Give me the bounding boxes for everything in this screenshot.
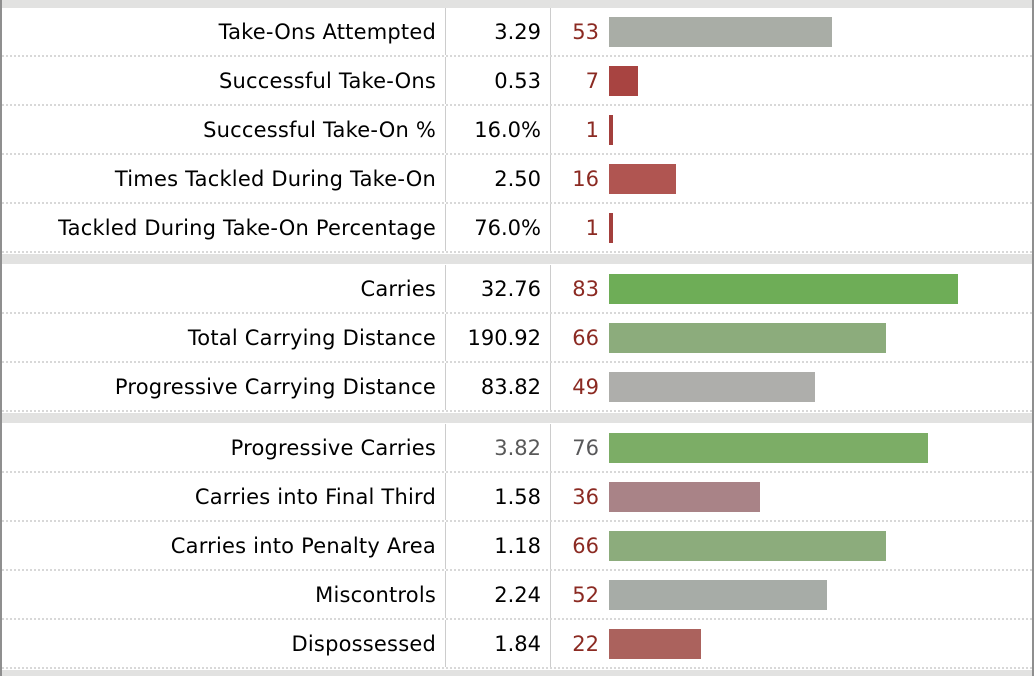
table-row: Take-Ons Attempted 3.29 53 xyxy=(2,8,1032,57)
percentile-bar xyxy=(609,163,677,194)
stat-value: 2.24 xyxy=(446,571,551,618)
section-spacer xyxy=(2,0,1032,8)
table-row: Carries 32.76 83 xyxy=(2,265,1032,314)
stat-label: Progressive Carries xyxy=(2,424,446,471)
percentile-cell: 1 xyxy=(551,106,1032,153)
percentile-value: 7 xyxy=(585,68,599,93)
table-row: Tackled During Take-On Percentage 76.0% … xyxy=(2,204,1032,253)
percentile-bar-track xyxy=(609,432,1029,463)
stat-label: Times Tackled During Take-On xyxy=(2,155,446,202)
percentile-cell: 49 xyxy=(551,363,1032,410)
section-spacer xyxy=(2,413,1032,423)
percentile-bar xyxy=(609,432,929,463)
stat-value: 83.82 xyxy=(446,363,551,410)
table-row: Miscontrols 2.24 52 xyxy=(2,571,1032,620)
percentile-cell: 7 xyxy=(551,57,1032,104)
percentile-bar xyxy=(609,16,832,47)
stat-label: Dispossessed xyxy=(2,620,446,667)
percentile-bar-track xyxy=(609,371,1029,402)
percentile-value: 76 xyxy=(572,435,599,460)
stat-label: Total Carrying Distance xyxy=(2,314,446,361)
percentile-value: 22 xyxy=(572,631,599,656)
percentile-bar xyxy=(609,371,815,402)
percentile-bar xyxy=(609,628,702,659)
table-row: Successful Take-Ons 0.53 7 xyxy=(2,57,1032,106)
section-spacer xyxy=(2,670,1032,676)
table-row: Times Tackled During Take-On 2.50 16 xyxy=(2,155,1032,204)
percentile-value: 16 xyxy=(572,166,599,191)
stat-value: 1.58 xyxy=(446,473,551,520)
percentile-cell: 83 xyxy=(551,265,1032,312)
stat-label: Successful Take-Ons xyxy=(2,57,446,104)
stat-label: Successful Take-On % xyxy=(2,106,446,153)
percentile-cell: 76 xyxy=(551,424,1032,471)
table-row: Dispossessed 1.84 22 xyxy=(2,620,1032,669)
table-row: Carries into Final Third 1.58 36 xyxy=(2,473,1032,522)
stat-label: Carries into Final Third xyxy=(2,473,446,520)
percentile-bar-track xyxy=(609,163,1029,194)
percentile-bar-track xyxy=(609,16,1029,47)
stat-value: 32.76 xyxy=(446,265,551,312)
table-row: Carries into Penalty Area 1.18 66 xyxy=(2,522,1032,571)
percentile-bar-track xyxy=(609,65,1029,96)
stat-label: Progressive Carrying Distance xyxy=(2,363,446,410)
percentile-cell: 16 xyxy=(551,155,1032,202)
stat-value: 2.50 xyxy=(446,155,551,202)
percentile-cell: 36 xyxy=(551,473,1032,520)
percentile-value: 49 xyxy=(572,374,599,399)
stat-value: 0.53 xyxy=(446,57,551,104)
percentile-bar xyxy=(609,65,639,96)
stat-label: Carries xyxy=(2,265,446,312)
percentile-bar-track xyxy=(609,273,1029,304)
percentile-value: 66 xyxy=(572,533,599,558)
percentile-cell: 53 xyxy=(551,8,1032,55)
percentile-bar-track xyxy=(609,481,1029,512)
percentile-bar xyxy=(609,212,614,243)
stat-value: 3.29 xyxy=(446,8,551,55)
percentile-bar xyxy=(609,114,614,145)
stat-label: Tackled During Take-On Percentage xyxy=(2,204,446,251)
percentile-bar xyxy=(609,273,958,304)
percentile-bar xyxy=(609,530,887,561)
percentile-value: 66 xyxy=(572,325,599,350)
percentile-bar-track xyxy=(609,212,1029,243)
percentile-value: 36 xyxy=(572,484,599,509)
stat-value: 190.92 xyxy=(446,314,551,361)
percentile-bar-track xyxy=(609,530,1029,561)
percentile-cell: 1 xyxy=(551,204,1032,251)
percentile-bar xyxy=(609,322,887,353)
stat-value: 16.0% xyxy=(446,106,551,153)
percentile-bar-track xyxy=(609,114,1029,145)
percentile-bar xyxy=(609,579,828,610)
stat-label: Take-Ons Attempted xyxy=(2,8,446,55)
percentile-value: 53 xyxy=(572,19,599,44)
table-body: Take-Ons Attempted 3.29 53 Successful Ta… xyxy=(2,8,1032,676)
percentile-value: 83 xyxy=(572,276,599,301)
table-row: Successful Take-On % 16.0% 1 xyxy=(2,106,1032,155)
percentile-bar xyxy=(609,481,761,512)
percentile-bar-track xyxy=(609,322,1029,353)
percentile-value: 1 xyxy=(585,117,599,142)
stat-label: Miscontrols xyxy=(2,571,446,618)
percentile-cell: 66 xyxy=(551,522,1032,569)
percentile-value: 52 xyxy=(572,582,599,607)
percentile-cell: 22 xyxy=(551,620,1032,667)
stat-label: Carries into Penalty Area xyxy=(2,522,446,569)
section-spacer xyxy=(2,254,1032,264)
table-row: Progressive Carries 3.82 76 xyxy=(2,424,1032,473)
percentile-cell: 52 xyxy=(551,571,1032,618)
table-row: Progressive Carrying Distance 83.82 49 xyxy=(2,363,1032,412)
stat-value: 1.18 xyxy=(446,522,551,569)
percentile-bar-track xyxy=(609,628,1029,659)
percentile-bar-track xyxy=(609,579,1029,610)
stat-value: 76.0% xyxy=(446,204,551,251)
stat-value: 1.84 xyxy=(446,620,551,667)
percentile-value: 1 xyxy=(585,215,599,240)
stat-value: 3.82 xyxy=(446,424,551,471)
table-row: Total Carrying Distance 190.92 66 xyxy=(2,314,1032,363)
percentile-cell: 66 xyxy=(551,314,1032,361)
